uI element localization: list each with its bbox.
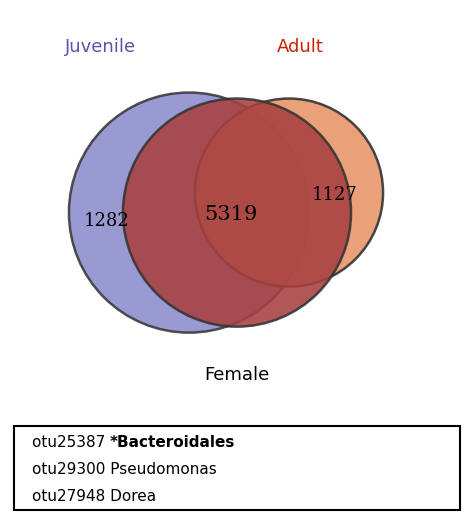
Text: 1282: 1282 — [84, 211, 130, 230]
Text: *Bacteroidales: *Bacteroidales — [110, 435, 236, 450]
Text: Juvenile: Juvenile — [65, 37, 136, 55]
FancyBboxPatch shape — [14, 426, 460, 510]
Text: 1127: 1127 — [312, 186, 358, 204]
Text: otu25387: otu25387 — [32, 435, 110, 450]
Text: Adult: Adult — [277, 37, 324, 55]
Text: 5319: 5319 — [204, 205, 258, 224]
Circle shape — [69, 92, 309, 332]
Circle shape — [195, 98, 383, 287]
Text: otu27948 Dorea: otu27948 Dorea — [32, 489, 156, 504]
Text: Female: Female — [204, 366, 270, 384]
Circle shape — [123, 98, 351, 327]
Text: otu29300 Pseudomonas: otu29300 Pseudomonas — [32, 462, 217, 477]
